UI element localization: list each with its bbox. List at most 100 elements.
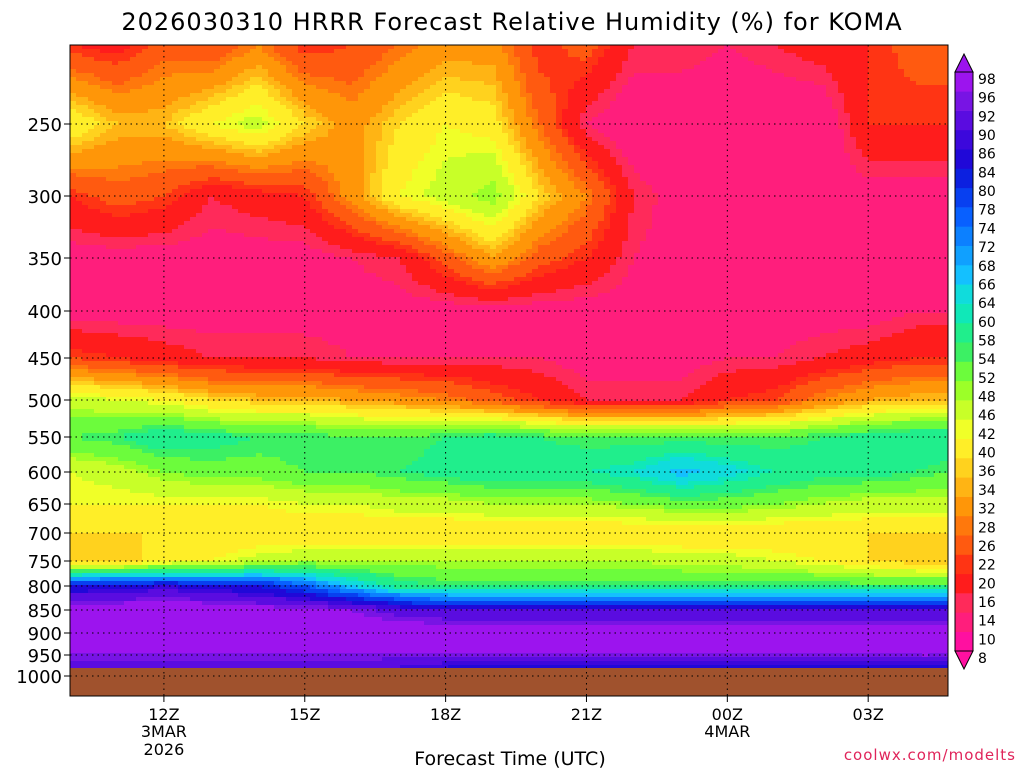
rh-cell: [76, 469, 83, 474]
rh-cell: [256, 549, 263, 554]
rh-cell: [94, 93, 101, 98]
rh-cell: [220, 209, 227, 214]
rh-cell: [256, 521, 263, 526]
rh-cell: [166, 113, 173, 118]
rh-cell: [148, 253, 155, 258]
rh-cell: [154, 213, 161, 218]
rh-cell: [226, 417, 233, 422]
rh-cell: [190, 225, 197, 230]
rh-cell: [94, 69, 101, 74]
rh-cell: [154, 497, 161, 502]
rh-cell: [94, 45, 101, 50]
rh-cell: [250, 65, 257, 70]
rh-cell: [118, 585, 125, 590]
rh-cell: [106, 441, 113, 446]
rh-cell: [88, 197, 95, 202]
rh-cell: [202, 429, 209, 434]
rh-cell: [196, 229, 203, 234]
rh-cell: [202, 609, 209, 614]
rh-cell: [70, 45, 77, 50]
rh-cell: [70, 393, 77, 398]
rh-cell: [82, 613, 89, 618]
rh-cell: [154, 473, 161, 478]
rh-cell: [94, 261, 101, 266]
rh-cell: [88, 217, 95, 222]
rh-cell: [244, 49, 251, 54]
rh-cell: [118, 145, 125, 150]
rh-cell: [130, 337, 137, 342]
rh-cell: [160, 593, 167, 598]
rh-cell: [172, 573, 179, 578]
rh-cell: [148, 589, 155, 594]
rh-cell: [106, 229, 113, 234]
rh-cell: [256, 385, 263, 390]
rh-cell: [244, 173, 251, 178]
rh-cell: [124, 585, 131, 590]
rh-cell: [232, 121, 239, 126]
rh-cell: [238, 181, 245, 186]
rh-cell: [202, 53, 209, 58]
rh-cell: [250, 321, 257, 326]
rh-cell: [190, 273, 197, 278]
rh-cell: [124, 465, 131, 470]
rh-cell: [124, 581, 131, 586]
rh-cell: [166, 501, 173, 506]
rh-cell: [70, 585, 77, 590]
rh-cell: [82, 193, 89, 198]
rh-cell: [100, 569, 107, 574]
rh-cell: [94, 577, 101, 582]
rh-cell: [202, 153, 209, 158]
rh-cell: [196, 361, 203, 366]
rh-cell: [118, 481, 125, 486]
rh-cell: [226, 145, 233, 150]
rh-cell: [256, 309, 263, 314]
rh-cell: [70, 165, 77, 170]
rh-cell: [106, 297, 113, 302]
rh-cell: [178, 65, 185, 70]
rh-cell: [130, 317, 137, 322]
rh-cell: [190, 109, 197, 114]
rh-cell: [250, 109, 257, 114]
rh-cell: [70, 605, 77, 610]
rh-cell: [106, 257, 113, 262]
rh-cell: [214, 221, 221, 226]
rh-cell: [82, 405, 89, 410]
rh-cell: [190, 253, 197, 258]
rh-cell: [232, 205, 239, 210]
rh-cell: [124, 257, 131, 262]
rh-cell: [70, 217, 77, 222]
rh-cell: [220, 65, 227, 70]
rh-cell: [88, 501, 95, 506]
rh-cell: [112, 377, 119, 382]
rh-cell: [232, 373, 239, 378]
rh-cell: [214, 641, 221, 646]
rh-cell: [82, 337, 89, 342]
rh-cell: [100, 269, 107, 274]
rh-cell: [82, 389, 89, 394]
rh-cell: [238, 173, 245, 178]
rh-cell: [148, 109, 155, 114]
rh-cell: [202, 173, 209, 178]
rh-cell: [202, 437, 209, 442]
rh-cell: [118, 117, 125, 122]
rh-cell: [226, 453, 233, 458]
rh-cell: [250, 393, 257, 398]
rh-cell: [112, 173, 119, 178]
rh-cell: [130, 513, 137, 518]
rh-cell: [226, 373, 233, 378]
rh-cell: [208, 241, 215, 246]
rh-cell: [148, 345, 155, 350]
rh-cell: [160, 437, 167, 442]
rh-cell: [196, 373, 203, 378]
rh-cell: [88, 165, 95, 170]
rh-cell: [244, 397, 251, 402]
rh-cell: [118, 305, 125, 310]
rh-cell: [226, 289, 233, 294]
rh-cell: [94, 209, 101, 214]
rh-cell: [232, 641, 239, 646]
rh-cell: [76, 521, 83, 526]
rh-cell: [88, 137, 95, 142]
rh-cell: [166, 405, 173, 410]
rh-cell: [238, 357, 245, 362]
rh-cell: [184, 601, 191, 606]
